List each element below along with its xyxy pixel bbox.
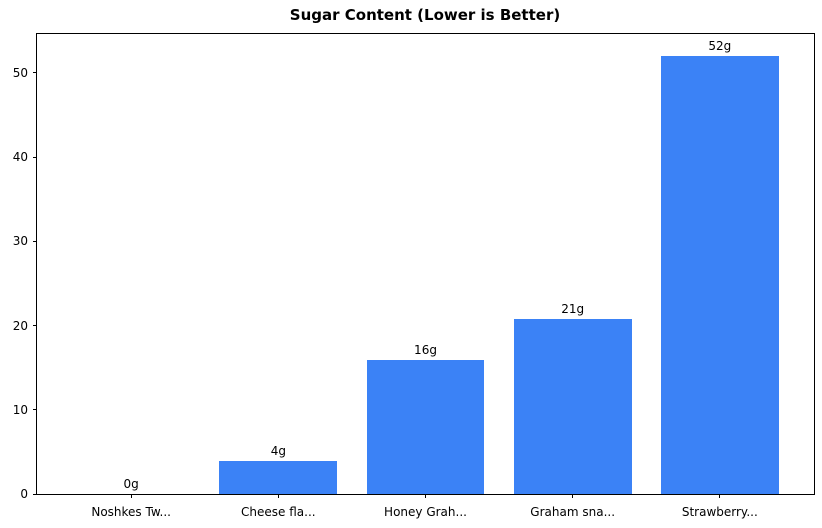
bar-value-label: 21g — [561, 301, 585, 316]
y-tick-label: 0 — [20, 487, 28, 501]
y-tick-label: 20 — [12, 318, 28, 333]
x-tick-mark — [130, 494, 132, 498]
y-tick-label: 10 — [12, 402, 28, 417]
bar-value-label: 0g — [123, 477, 139, 491]
x-tick-mark — [277, 494, 279, 498]
bar — [513, 318, 632, 494]
y-tick-mark — [33, 409, 37, 411]
y-tick-mark — [33, 240, 37, 242]
chart-title: Sugar Content (Lower is Better) — [289, 6, 561, 24]
y-tick-mark — [33, 72, 37, 74]
y-tick-label: 50 — [12, 65, 28, 80]
bar — [219, 461, 338, 494]
bar-value-label: 16g — [414, 343, 437, 358]
bar — [366, 360, 485, 494]
bar-value-label: 4g — [270, 444, 286, 459]
x-tick-label: Noshkes Tw... — [91, 505, 171, 519]
x-tick-label: Strawberry... — [681, 505, 758, 519]
y-tick-mark — [33, 493, 37, 495]
x-tick-label: Honey Grah... — [384, 505, 467, 519]
y-tick-label: 30 — [12, 234, 28, 249]
x-tick-label: Cheese fla... — [241, 505, 316, 519]
bar — [660, 55, 779, 494]
bar-value-label: 52g — [708, 38, 732, 53]
y-tick-mark — [33, 325, 37, 326]
x-tick-mark — [719, 494, 721, 498]
x-tick-mark — [425, 494, 426, 498]
x-tick-mark — [572, 494, 574, 498]
plot-area: 0 10 20 30 40 50 0g Noshkes Tw... 4g Cheese fla..… — [13, 33, 815, 519]
y-tick-mark — [33, 156, 37, 158]
x-tick-label: Graham sna... — [530, 505, 616, 519]
y-tick-label: 40 — [12, 150, 28, 164]
